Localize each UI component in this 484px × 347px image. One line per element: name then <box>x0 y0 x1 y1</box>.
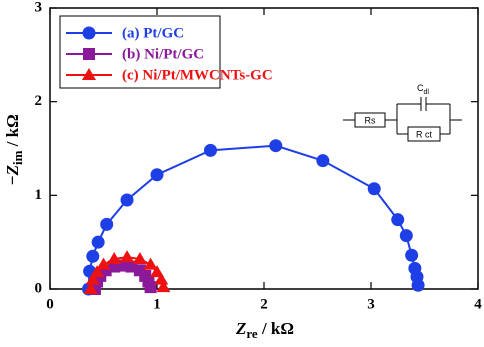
y-tick-label: 0 <box>35 280 43 296</box>
inset-label-symbol: C <box>417 83 424 93</box>
inset-label: Rs <box>365 115 376 125</box>
marker <box>367 182 381 196</box>
x-tick-label: 3 <box>367 296 375 312</box>
marker <box>82 26 96 40</box>
y-axis-label: −Zim / kΩ <box>3 114 25 185</box>
marker <box>83 48 95 60</box>
x-tick-label: 1 <box>153 296 161 312</box>
marker <box>86 249 100 263</box>
marker <box>144 281 157 294</box>
marker <box>83 282 98 294</box>
y-label-unit: / kΩ <box>3 114 22 150</box>
inset-circuit <box>343 97 462 142</box>
marker <box>405 248 419 262</box>
legend-label: (a) Pt/GC <box>122 25 184 41</box>
marker <box>204 143 217 157</box>
inset-label: R ct <box>416 129 433 139</box>
marker <box>82 68 96 80</box>
marker <box>156 280 171 293</box>
marker <box>120 193 134 207</box>
x-label-unit: / kΩ <box>258 319 294 338</box>
marker <box>399 229 413 243</box>
inset-label-subscript: dl <box>424 89 430 96</box>
marker <box>132 252 147 265</box>
y-tick-label: 3 <box>35 0 43 15</box>
marker <box>411 278 425 292</box>
legend-label: (c) Ni/Pt/MWCNTs-GC <box>122 67 273 83</box>
marker <box>91 235 105 249</box>
marker <box>96 257 111 270</box>
x-label-symbol: Z <box>235 319 246 338</box>
marker <box>100 217 114 231</box>
x-tick-label: 0 <box>46 296 54 312</box>
y-tick-label: 1 <box>35 187 43 203</box>
marker <box>90 265 105 278</box>
marker <box>316 154 330 168</box>
marker <box>120 250 135 263</box>
marker <box>85 272 100 285</box>
y-label-subscript: im <box>10 150 25 165</box>
y-label-symbol: −Z <box>3 165 22 186</box>
marker <box>143 257 158 270</box>
marker <box>269 139 283 153</box>
legend-label: (b) Ni/Pt/GC <box>122 46 204 62</box>
marker <box>391 213 405 227</box>
y-tick-label: 2 <box>35 93 43 109</box>
marker <box>107 252 122 265</box>
marker <box>154 272 169 285</box>
x-axis-label: Zre / kΩ <box>235 319 294 341</box>
x-tick-label: 2 <box>260 296 268 312</box>
x-label-subscript: re <box>246 326 258 341</box>
inset-label: Cdl <box>417 83 429 95</box>
marker <box>150 168 164 182</box>
x-tick-label: 4 <box>474 296 482 312</box>
